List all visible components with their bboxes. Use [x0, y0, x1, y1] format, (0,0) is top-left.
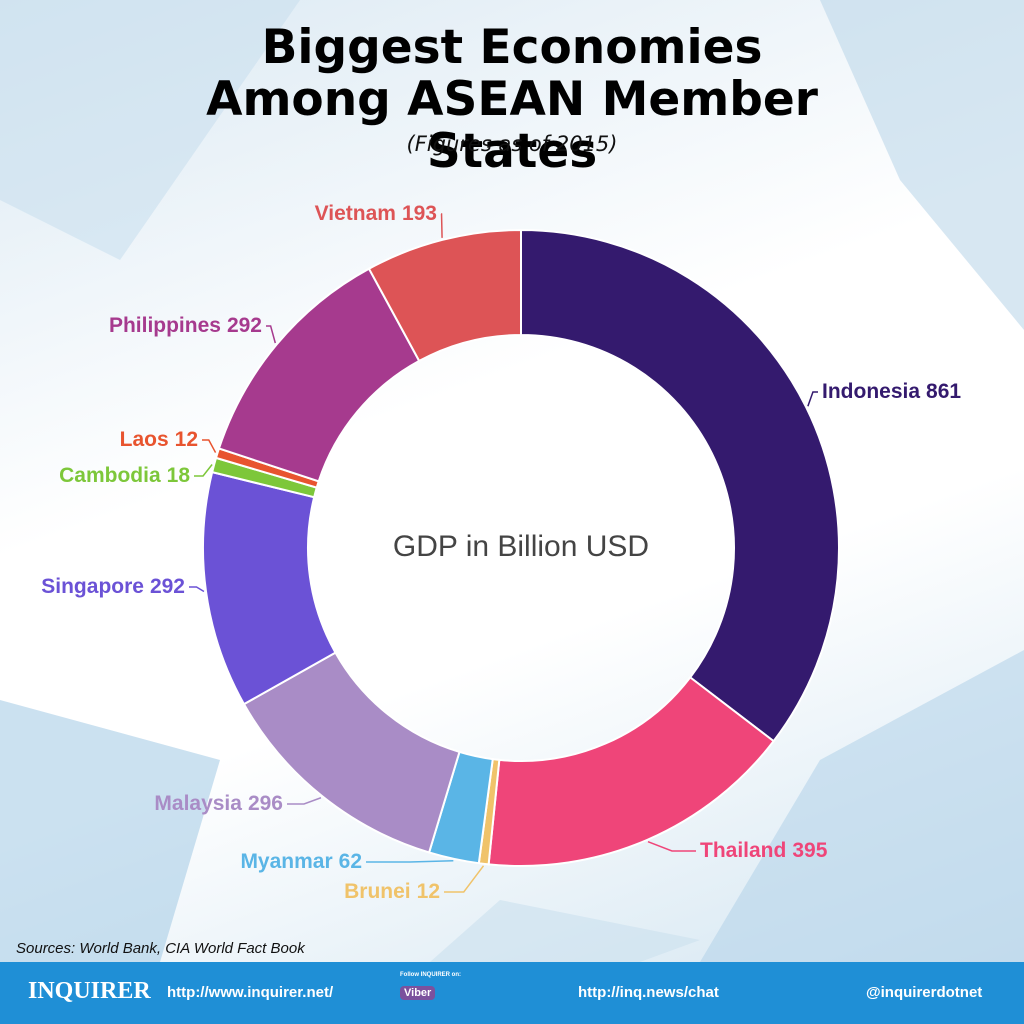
subtitle: (Figures as of 2015)	[406, 132, 618, 156]
category-name: Brunei	[344, 880, 411, 903]
brand: INQUIRER	[28, 978, 151, 1004]
follow-text: Follow INQUIRER on:	[400, 972, 461, 978]
data-label: Laos 12	[120, 428, 198, 451]
source: Sources: World Bank, CIA World Fact Book	[16, 940, 305, 957]
leader-line	[807, 391, 818, 407]
category-name: Laos	[120, 428, 169, 451]
leader-line	[444, 865, 485, 893]
center-label: GDP in Billion USD	[393, 530, 649, 563]
value-label: 62	[339, 850, 362, 873]
value-label: 395	[792, 839, 827, 862]
category-name: Indonesia	[822, 380, 920, 403]
donut-slice	[367, 228, 522, 363]
leader-line	[440, 213, 443, 238]
value-label: 861	[926, 380, 961, 403]
leader-line	[202, 439, 217, 453]
leader-line	[287, 797, 322, 805]
data-label: Cambodia 18	[59, 464, 190, 487]
value-label: 292	[150, 575, 185, 598]
value-label: 193	[402, 202, 437, 225]
footer: INQUIRER http://www.inquirer.net/ Follow…	[0, 962, 1024, 1024]
leader-line	[366, 860, 454, 863]
category-name: Vietnam	[315, 202, 396, 225]
background	[0, 0, 1024, 962]
chat-link[interactable]: http://inq.news/chat	[578, 984, 719, 1001]
handle[interactable]: @inquirerdotnet	[866, 984, 983, 1001]
data-label: Myanmar 62	[240, 850, 362, 873]
value-label: 296	[248, 792, 283, 815]
category-name: Myanmar	[240, 850, 332, 873]
value-label: 292	[227, 314, 262, 337]
data-label: Indonesia 861	[822, 380, 961, 403]
leader-line	[647, 841, 696, 852]
category-name: Singapore	[41, 575, 144, 598]
donut-slice	[520, 228, 840, 743]
data-label: Philippines 292	[109, 314, 262, 337]
value-label: 12	[417, 880, 440, 903]
data-label: Thailand 395	[700, 839, 828, 862]
site-link[interactable]: http://www.inquirer.net/	[167, 984, 334, 1001]
data-label: Singapore 292	[41, 575, 185, 598]
data-label: Vietnam 193	[315, 202, 437, 225]
leader-line	[266, 325, 277, 344]
value-label: 12	[175, 428, 198, 451]
category-name: Malaysia	[154, 792, 242, 815]
category-name: Cambodia	[59, 464, 161, 487]
leader-line	[194, 464, 213, 477]
title: Biggest Economies Among ASEAN Member Sta…	[206, 20, 818, 179]
data-label: Malaysia 296	[154, 792, 283, 815]
data-label: Brunei 12	[344, 880, 440, 903]
value-label: 18	[167, 464, 191, 487]
category-name: Thailand	[700, 839, 786, 862]
viber-icon[interactable]: Viber	[400, 986, 436, 1000]
leader-line	[189, 586, 205, 593]
chart: Indonesia 861 Thailand 395 Brunei 12 Myanmar 62…	[41, 202, 961, 903]
category-name: Philippines	[109, 314, 221, 337]
